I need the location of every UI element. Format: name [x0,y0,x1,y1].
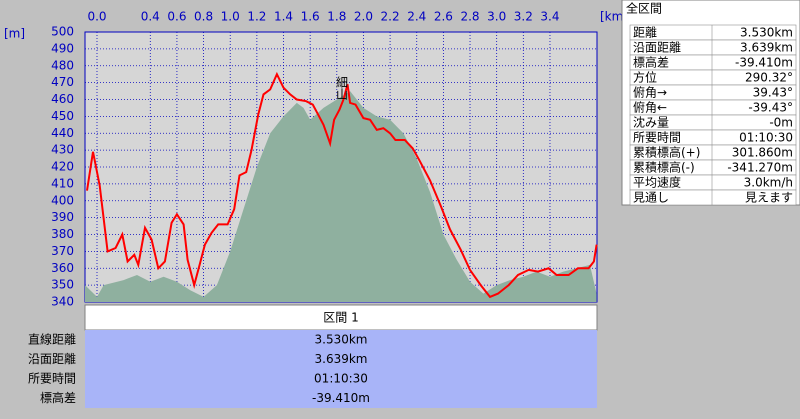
y-tick-label: 450 [51,109,74,123]
y-axis-label: [m] [4,27,25,41]
y-tick-label: 460 [51,92,74,106]
y-tick-label: 390 [51,210,74,224]
summary-value: 3.530km [740,26,793,40]
section-label: 標高差 [40,390,76,405]
y-tick-label: 340 [51,295,74,309]
summary-label: 距離 [633,26,657,40]
y-tick-label: 480 [51,58,74,72]
x-tick-label: 0.4 [141,10,160,24]
summary-label: 累積標高(-) [633,160,695,175]
y-tick-label: 410 [51,176,74,190]
x-tick-label: 3.2 [514,10,533,24]
y-tick-label: 470 [51,75,74,89]
section-value: -39.410m [312,391,370,405]
x-tick-label: 1.4 [274,10,293,24]
y-tick-label: 380 [51,227,74,241]
summary-value: 39.43° [753,86,793,100]
y-tick-label: 430 [51,143,74,157]
summary-value: 290.32° [745,71,793,85]
summary-value: -39.43° [748,101,793,115]
x-tick-label: 2.8 [460,10,479,24]
y-tick-label: 420 [51,160,74,174]
summary-label: 沈み量 [633,115,669,130]
y-tick-label: 490 [51,41,74,55]
y-tick-label: 440 [51,126,74,140]
section-label: 沿面距離 [28,352,76,366]
summary-value: -0m [769,116,793,130]
summary-title: 全区間 [626,1,662,16]
y-tick-label: 370 [51,244,74,258]
y-tick-label: 500 [51,25,74,39]
x-axis-label: [km] [600,10,628,24]
terrain-area [85,91,597,302]
x-tick-label: 1.0 [221,10,240,24]
summary-label: 累積標高(+) [633,145,700,160]
summary-label: 俯角← [633,100,667,115]
x-tick-label: 2.0 [354,10,373,24]
summary-row [629,189,797,206]
summary-table: 距離 3.530km 沿面距離 3.639km 標高差 -39.410m 方位 290.32°… [629,24,797,206]
x-tick-label: 0.6 [167,10,186,24]
summary-value: 01:10:30 [739,131,793,145]
y-tick-label: 350 [51,278,74,292]
summary-value: 3.639km [740,41,793,55]
summary-label: 標高差 [633,55,669,70]
x-tick-label: 3.0 [487,10,506,24]
summary-value: 301.860m [732,146,793,160]
x-tick-label: 1.6 [301,10,320,24]
summary-label: 方位 [633,70,657,85]
section-value: 01:10:30 [314,372,368,386]
summary-value: 3.0km/h [744,176,793,190]
summary-value: 見えます [745,191,793,205]
summary-label: 俯角→ [633,85,667,100]
x-tick-label: 2.2 [381,10,400,24]
section-label: 直線距離 [28,332,76,347]
section-title: 区間 1 [323,311,358,325]
landmark-label: 細山 [335,76,349,100]
section-body [85,330,597,408]
x-tick-label: 1.8 [327,10,346,24]
summary-label: 見通し [633,191,669,205]
x-tick-label: 1.2 [247,10,266,24]
plot [85,31,598,303]
summary-label: 沿面距離 [633,41,681,55]
section-value: 3.530km [315,333,368,347]
x-tick-label: 3.4 [540,10,559,24]
section-header [84,304,598,331]
x-tick-label: 0.0 [87,10,106,24]
x-tick-label: 2.6 [434,10,453,24]
y-tick-label: 400 [51,193,74,207]
x-tick-label: 2.4 [407,10,426,24]
summary-label: 平均速度 [633,175,681,190]
summary-value: -39.410m [735,56,793,70]
section-table: 直線距離 3.530km 沿面距離 3.639km 所要時間 01:10:30 標高差 -39… [28,332,370,406]
x-tick-label: 0.8 [194,10,213,24]
y-tick-label: 360 [51,261,74,275]
section-value: 3.639km [315,352,368,366]
summary-value: -341.270m [727,161,793,175]
summary-label: 所要時間 [633,131,681,145]
route-line [86,71,598,299]
section-label: 所要時間 [28,372,76,386]
